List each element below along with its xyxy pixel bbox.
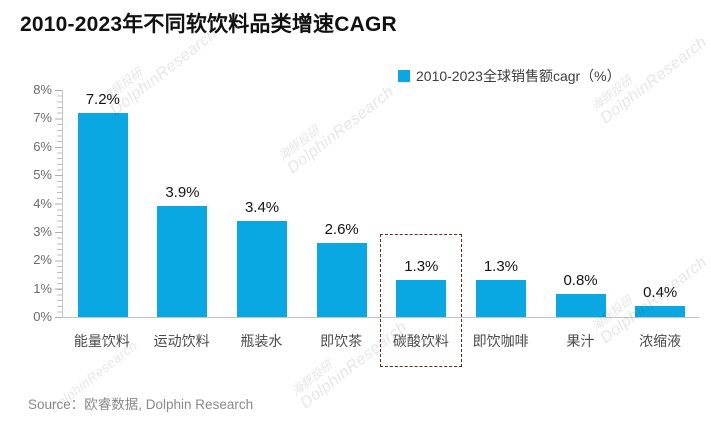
x-axis-label: 即饮咖啡 (472, 333, 529, 349)
y-tick-label: 8% (33, 82, 52, 97)
x-axis-label: 果汁 (566, 333, 595, 349)
bar-value-label: 1.3% (404, 258, 439, 276)
legend-swatch-icon (398, 70, 410, 82)
bar-slot: 7.2% (63, 91, 143, 317)
plot-column: 7.2% 3.9% 3.4% 2.6% 1.3% 1.3% 0.8% 0.4% 能量饮料 运动饮… (55, 90, 700, 368)
bar-value-label: 0.4% (643, 283, 678, 301)
x-axis-label: 即饮茶 (320, 333, 363, 349)
y-axis-major-ticks (55, 90, 62, 318)
bar-瓶装水 (237, 220, 288, 317)
bar-浓缩液 (635, 305, 686, 317)
bar-能量饮料 (77, 112, 128, 317)
bar-slot: 1.3% (461, 258, 541, 317)
bar-value-label: 2.6% (324, 221, 359, 239)
y-tick-label: 0% (33, 309, 52, 324)
page-title: 2010-2023年不同软饮料品类增速CAGR (20, 13, 397, 36)
y-tick-label: 4% (33, 195, 52, 211)
x-axis-label: 瓶装水 (240, 333, 283, 349)
bar-即饮咖啡 (475, 280, 526, 317)
x-axis-label: 能量饮料 (73, 333, 130, 349)
y-tick-label: 2% (33, 252, 52, 268)
source-note: Source：欧睿数据, Dolphin Research (28, 397, 254, 412)
bar-果汁 (555, 294, 606, 317)
bars: 7.2% 3.9% 3.4% 2.6% 1.3% 1.3% 0.8% 0.4% (63, 90, 700, 317)
bar-slot: 1.3% (382, 258, 462, 317)
y-tick-label: 1% (33, 280, 52, 296)
legend: 2010-2023全球销售额cagr（%） (398, 66, 621, 86)
x-axis-label: 碳酸饮料 (392, 333, 449, 349)
legend-label: 2010-2023全球销售额cagr（%） (416, 68, 621, 84)
plot-wrapper: 0% 1% 2% 3% 4% 5% 6% 7% 8% 7.2% 3.9% 3.4% 2.6% 1.3% 1… (24, 82, 700, 368)
y-tick-label: 7% (33, 110, 52, 126)
bar-slot: 0.8% (541, 272, 621, 317)
bar-运动饮料 (157, 206, 208, 317)
bar-value-label: 3.9% (165, 184, 200, 202)
y-tick-label: 6% (33, 138, 52, 154)
bar-slot: 0.4% (620, 284, 700, 317)
plot-area: 7.2% 3.9% 3.4% 2.6% 1.3% 1.3% 0.8% 0.4% (55, 90, 700, 318)
bar-slot: 3.4% (222, 199, 302, 317)
bar-value-label: 3.4% (244, 198, 280, 216)
bar-slot: 3.9% (143, 184, 223, 317)
bar-value-label: 7.2% (85, 90, 120, 108)
bar-碳酸饮料 (396, 280, 447, 317)
y-tick-label: 3% (33, 223, 52, 239)
x-axis-label: 浓缩液 (639, 333, 682, 349)
x-axis-label: 运动饮料 (153, 333, 210, 349)
x-axis-labels: 能量饮料 运动饮料 瓶装水 即饮茶 碳酸饮料 即饮咖啡 果汁 浓缩液 (62, 318, 700, 368)
y-tick-label: 5% (33, 167, 52, 183)
bar-slot: 2.6% (302, 221, 382, 317)
bar-即饮茶 (316, 243, 367, 317)
y-axis-labels: 0% 1% 2% 3% 4% 5% 6% 7% 8% (24, 82, 62, 324)
bar-value-label: 1.3% (483, 258, 519, 276)
bar-value-label: 0.8% (563, 272, 598, 290)
